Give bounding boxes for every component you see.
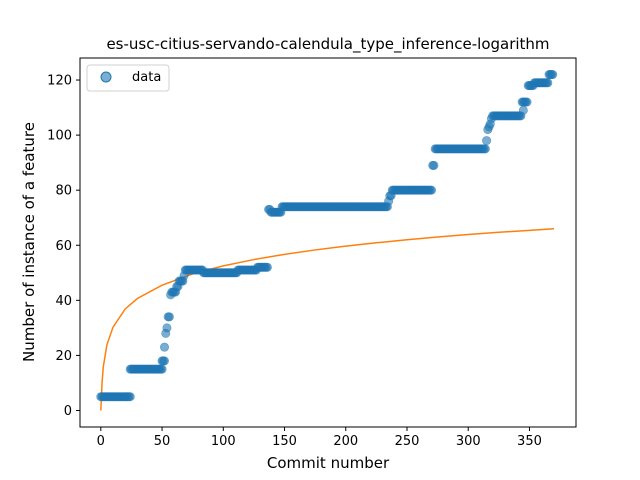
x-axis-ticks: 0 50 100 150 200 250 300 350 xyxy=(97,427,542,449)
x-tick-label: 50 xyxy=(154,434,171,449)
plot-frame xyxy=(79,57,577,428)
chart-title: es-usc-citius-servando-calendula_type_in… xyxy=(106,35,549,54)
data-point xyxy=(543,78,553,88)
y-axis-title: Number of instance of a feature xyxy=(20,122,38,362)
data-point xyxy=(548,70,558,80)
x-tick-label: 100 xyxy=(211,434,236,449)
x-tick-label: 350 xyxy=(517,434,542,449)
data-point xyxy=(157,364,167,374)
data-point xyxy=(426,185,436,195)
data-point xyxy=(387,185,397,195)
data-point xyxy=(262,262,272,272)
data-point xyxy=(162,323,172,333)
y-tick-label: 0 xyxy=(64,404,72,419)
y-tick-label: 40 xyxy=(55,294,72,309)
data-point xyxy=(429,160,439,170)
y-tick-label: 100 xyxy=(47,129,72,144)
y-tick-label: 60 xyxy=(55,239,72,254)
x-axis-title: Commit number xyxy=(267,454,390,472)
legend: data xyxy=(86,64,170,92)
data-point xyxy=(482,136,492,146)
fit-curve xyxy=(100,227,555,411)
y-axis-ticks: 0 20 40 60 80 100 120 xyxy=(47,74,80,419)
data-point xyxy=(518,105,528,115)
data-point xyxy=(125,392,135,402)
x-tick-label: 200 xyxy=(333,434,358,449)
y-tick-label: 20 xyxy=(55,349,72,364)
x-tick-label: 250 xyxy=(395,434,420,449)
y-tick-label: 80 xyxy=(55,184,72,199)
data-point xyxy=(160,342,170,352)
data-point xyxy=(266,207,276,217)
fit-curve-layer xyxy=(100,227,555,411)
data-point xyxy=(486,114,496,124)
data-point xyxy=(179,271,189,281)
data-point xyxy=(164,312,174,322)
legend-box xyxy=(86,64,170,92)
data-point xyxy=(160,356,170,366)
x-tick-label: 0 xyxy=(97,434,105,449)
x-tick-label: 300 xyxy=(456,434,481,449)
data-point xyxy=(480,144,490,154)
legend-label-data: data xyxy=(132,70,161,85)
legend-marker-data xyxy=(100,71,112,83)
data-points-layer xyxy=(96,70,558,402)
y-tick-label: 120 xyxy=(47,74,72,89)
x-tick-label: 150 xyxy=(272,434,297,449)
data-point xyxy=(522,97,532,107)
